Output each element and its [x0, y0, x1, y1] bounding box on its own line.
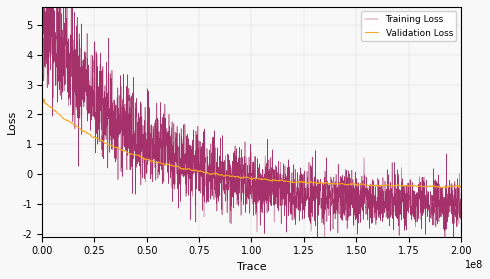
Training Loss: [458, 204, 464, 207]
Training Loss: [87, 104, 93, 107]
Training Loss: [39, 14, 45, 18]
Line: Training Loss: Training Loss: [42, 0, 461, 240]
Line: Validation Loss: Validation Loss: [42, 99, 461, 187]
X-axis label: Trace: Trace: [237, 262, 266, 272]
Validation Loss: [450, 185, 456, 188]
Y-axis label: Loss: Loss: [7, 110, 17, 134]
Validation Loss: [41, 97, 47, 101]
Text: 1e8: 1e8: [465, 260, 484, 270]
Validation Loss: [200, 170, 206, 174]
Validation Loss: [39, 98, 45, 101]
Legend: Training Loss, Validation Loss: Training Loss, Validation Loss: [361, 11, 457, 41]
Training Loss: [112, 104, 118, 107]
Validation Loss: [87, 133, 93, 136]
Training Loss: [200, 209, 206, 212]
Training Loss: [405, 194, 411, 198]
Validation Loss: [112, 146, 118, 149]
Validation Loss: [437, 186, 443, 189]
Validation Loss: [218, 173, 224, 177]
Training Loss: [218, 179, 224, 182]
Validation Loss: [405, 184, 411, 187]
Validation Loss: [458, 184, 464, 188]
Training Loss: [451, 239, 457, 242]
Training Loss: [450, 207, 456, 211]
